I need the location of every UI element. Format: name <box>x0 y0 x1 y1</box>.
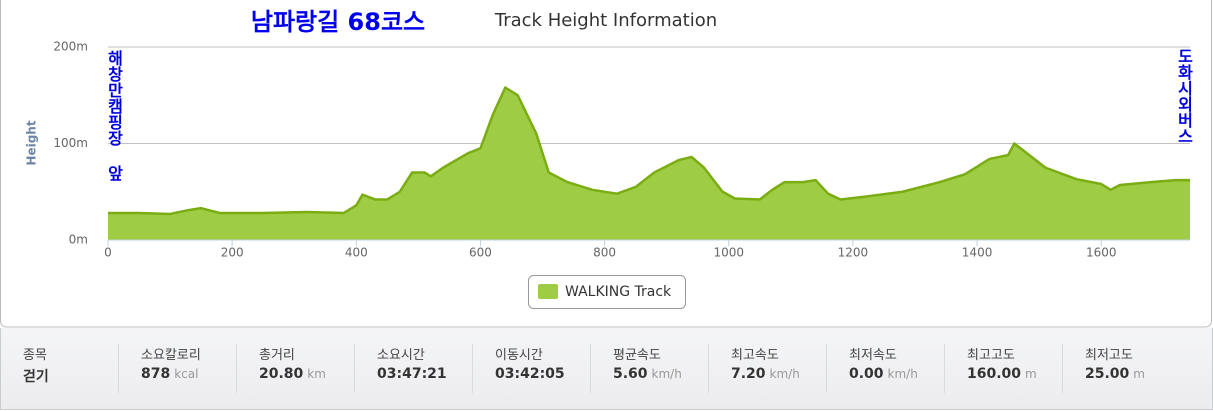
stat-label: 소요칼로리 <box>141 348 201 363</box>
x-tick-label: 1600 <box>1086 246 1117 260</box>
chart: 남파랑길 68코스 Track Height Information Heigh… <box>0 0 1212 328</box>
stat-item: 최고고도 160.00 m <box>945 344 1063 393</box>
stat-unit: kcal <box>174 367 199 381</box>
stat-value-row: 25.00 m <box>1085 366 1181 382</box>
stat-label: 종목 <box>23 348 47 363</box>
stat-item: 이동시간 03:42:05 <box>473 344 591 393</box>
legend[interactable]: WALKING Track <box>528 275 686 309</box>
stat-value-row: 7.20 km/h <box>731 366 826 382</box>
end-label: 도화시외버스 <box>1175 48 1194 144</box>
stat-item: 최고속도 7.20 km/h <box>709 344 827 393</box>
stat-label: 최저고도 <box>1085 348 1133 363</box>
stat-item: 평균속도 5.60 km/h <box>591 344 709 393</box>
stat-unit: km/h <box>651 367 682 381</box>
stat-value-row: 걷기 <box>23 366 118 386</box>
stat-value-row: 03:47:21 <box>377 366 472 382</box>
stat-unit: m <box>1025 367 1037 381</box>
stat-label: 소요시간 <box>377 348 425 363</box>
x-tick-label: 1400 <box>962 246 993 260</box>
line <box>108 86 1190 216</box>
stat-value-row: 20.80 km <box>259 366 354 382</box>
y-axis-label: Height <box>25 120 39 165</box>
stat-label: 이동시간 <box>495 348 543 363</box>
stat-item: 총거리 20.80 km <box>237 344 355 393</box>
chart-frame <box>0 0 1212 328</box>
plot-area: 0m 100m 200m 0 200 400 600 800 1000 1200 1400 1600 <box>53 40 1190 260</box>
stat-value: 03:47:21 <box>377 366 447 382</box>
stat-label: 평균속도 <box>613 348 661 363</box>
x-tick-label: 200 <box>221 246 244 260</box>
y-tick-label: 100m <box>53 136 88 150</box>
stat-item: 소요칼로리 878 kcal <box>119 344 237 393</box>
chart-subtitle: Track Height Information <box>494 10 717 31</box>
y-tick-label: 200m <box>53 40 88 54</box>
chart-title: 남파랑길 68코스 <box>251 8 425 36</box>
legend-box[interactable] <box>528 275 686 309</box>
stat-value: 160.00 <box>967 366 1022 382</box>
x-tick-label: 1200 <box>838 246 869 260</box>
stat-value: 0.00 <box>849 366 884 382</box>
stat-value: 20.80 <box>259 366 304 382</box>
x-tick-label: 0 <box>104 246 112 260</box>
x-tick-label: 400 <box>345 246 368 260</box>
stat-value-row: 03:42:05 <box>495 366 590 382</box>
stat-label: 최고고도 <box>967 348 1015 363</box>
stat-label: 총거리 <box>259 348 295 363</box>
stat-unit: km/h <box>769 367 800 381</box>
stat-value: 7.20 <box>731 366 766 382</box>
stat-item: 소요시간 03:47:21 <box>355 344 473 393</box>
x-tick-label: 1000 <box>713 246 744 260</box>
stat-value-row: 878 kcal <box>141 366 236 382</box>
stat-value: 25.00 <box>1085 366 1130 382</box>
stat-value: 03:42:05 <box>495 366 565 382</box>
start-label: 해창만캠핑장 앞 <box>105 50 124 181</box>
stat-value: 걷기 <box>23 369 49 385</box>
stat-unit: km/h <box>887 367 918 381</box>
stat-value-row: 0.00 km/h <box>849 366 944 382</box>
stat-label: 최저속도 <box>849 348 897 363</box>
legend-label[interactable]: WALKING Track <box>565 284 672 300</box>
y-tick-label: 0m <box>69 233 88 247</box>
legend-swatch <box>538 284 558 299</box>
stat-item: 최저속도 0.00 km/h <box>827 344 945 393</box>
stat-label: 최고속도 <box>731 348 779 363</box>
stat-value-row: 5.60 km/h <box>613 366 708 382</box>
stat-unit: km <box>307 367 326 381</box>
stat-value: 5.60 <box>613 366 648 382</box>
stat-item: 최저고도 25.00 m <box>1063 344 1181 393</box>
stat-value-row: 160.00 m <box>967 366 1062 382</box>
area <box>108 87 1190 240</box>
x-tick-label: 600 <box>469 246 492 260</box>
x-tick-label: 800 <box>593 246 616 260</box>
stat-unit: m <box>1133 367 1145 381</box>
stat-value: 878 <box>141 366 171 382</box>
